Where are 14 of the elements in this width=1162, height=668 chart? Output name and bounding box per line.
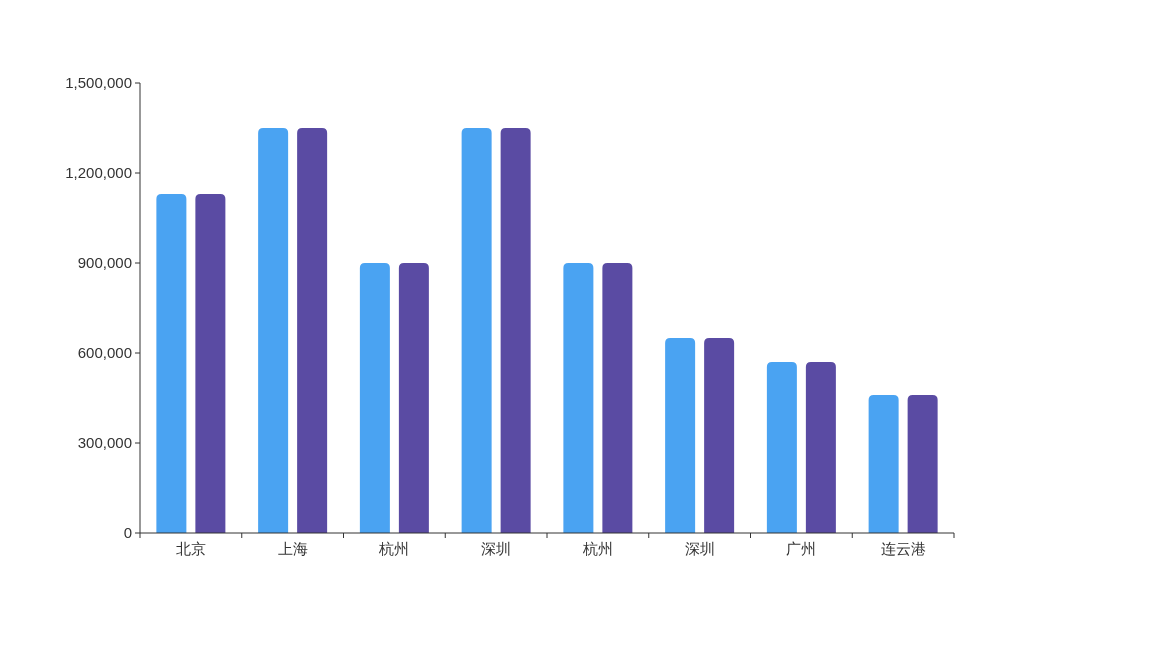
y-tick-label: 600,000 <box>77 344 132 361</box>
x-tick-label: 连云港 <box>880 540 926 557</box>
x-tick-label: 上海 <box>277 540 308 557</box>
x-tick-label: 广州 <box>786 540 817 557</box>
x-tick-label: 深圳 <box>481 540 512 557</box>
y-tick-label: 900,000 <box>77 254 132 271</box>
x-tick-label: 杭州 <box>581 540 613 557</box>
x-tick-label: 杭州 <box>378 540 410 557</box>
y-tick-label: 1,500,000 <box>65 74 132 91</box>
x-tick-label: 北京 <box>175 540 206 557</box>
y-tick-label: 0 <box>123 524 132 541</box>
y-tick-label: 1,200,000 <box>65 164 132 181</box>
x-tick-label: 深圳 <box>684 540 715 557</box>
y-tick-label: 300,000 <box>77 434 132 451</box>
